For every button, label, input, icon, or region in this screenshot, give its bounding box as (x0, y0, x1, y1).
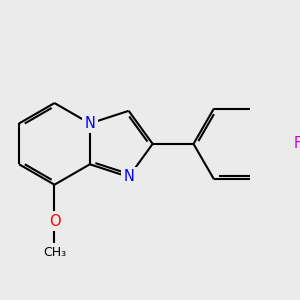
Text: CH₃: CH₃ (43, 246, 66, 259)
Text: CH₃: CH₃ (43, 246, 66, 259)
Text: N: N (123, 169, 134, 184)
Text: O: O (49, 214, 60, 229)
Text: F: F (293, 136, 300, 152)
Text: N: N (84, 116, 95, 131)
